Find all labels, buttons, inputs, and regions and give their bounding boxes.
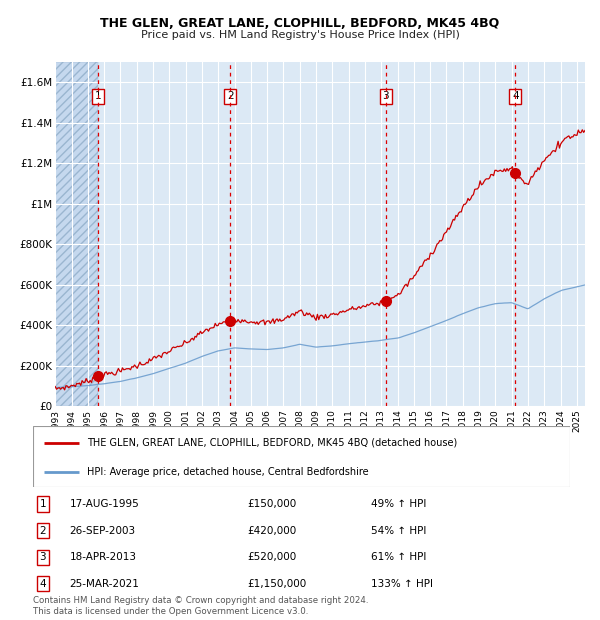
Text: 61% ↑ HPI: 61% ↑ HPI <box>371 552 427 562</box>
Text: 1: 1 <box>95 91 101 102</box>
Text: 4: 4 <box>512 91 519 102</box>
Text: 18-APR-2013: 18-APR-2013 <box>70 552 137 562</box>
Text: HPI: Average price, detached house, Central Bedfordshire: HPI: Average price, detached house, Cent… <box>87 466 368 477</box>
Text: 133% ↑ HPI: 133% ↑ HPI <box>371 578 433 589</box>
Text: 2: 2 <box>227 91 233 102</box>
Bar <box>55 62 98 406</box>
Text: £520,000: £520,000 <box>248 552 297 562</box>
Text: 17-AUG-1995: 17-AUG-1995 <box>70 499 139 509</box>
Text: 26-SEP-2003: 26-SEP-2003 <box>70 526 136 536</box>
Text: 2: 2 <box>40 526 46 536</box>
Text: THE GLEN, GREAT LANE, CLOPHILL, BEDFORD, MK45 4BQ: THE GLEN, GREAT LANE, CLOPHILL, BEDFORD,… <box>100 17 500 30</box>
Text: £150,000: £150,000 <box>248 499 297 509</box>
Text: 1: 1 <box>40 499 46 509</box>
Text: 3: 3 <box>40 552 46 562</box>
Text: THE GLEN, GREAT LANE, CLOPHILL, BEDFORD, MK45 4BQ (detached house): THE GLEN, GREAT LANE, CLOPHILL, BEDFORD,… <box>87 438 457 448</box>
Bar <box>55 62 98 406</box>
Text: 25-MAR-2021: 25-MAR-2021 <box>70 578 139 589</box>
Text: 4: 4 <box>40 578 46 589</box>
Text: Contains HM Land Registry data © Crown copyright and database right 2024.
This d: Contains HM Land Registry data © Crown c… <box>33 596 368 616</box>
Text: £420,000: £420,000 <box>248 526 297 536</box>
Text: 3: 3 <box>383 91 389 102</box>
Text: 54% ↑ HPI: 54% ↑ HPI <box>371 526 427 536</box>
Text: Price paid vs. HM Land Registry's House Price Index (HPI): Price paid vs. HM Land Registry's House … <box>140 30 460 40</box>
Text: 49% ↑ HPI: 49% ↑ HPI <box>371 499 427 509</box>
Text: £1,150,000: £1,150,000 <box>248 578 307 589</box>
